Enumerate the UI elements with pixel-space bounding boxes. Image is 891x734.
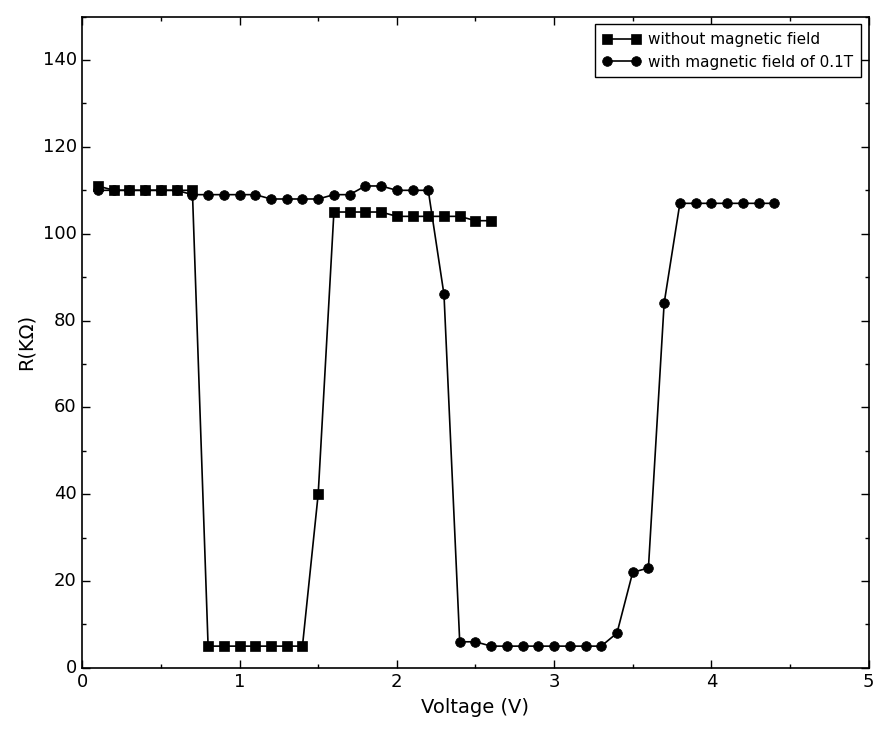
with magnetic field of 0.1T [297, 195, 307, 203]
with magnetic field of 0.1T [266, 195, 276, 203]
without magnetic field [93, 181, 103, 190]
with magnetic field of 0.1T [596, 642, 607, 650]
with magnetic field of 0.1T [250, 190, 261, 199]
without magnetic field [266, 642, 276, 650]
without magnetic field [329, 208, 339, 217]
with magnetic field of 0.1T [706, 199, 716, 208]
with magnetic field of 0.1T [753, 199, 764, 208]
with magnetic field of 0.1T [549, 642, 560, 650]
with magnetic field of 0.1T [486, 642, 496, 650]
with magnetic field of 0.1T [93, 186, 103, 195]
without magnetic field [407, 212, 418, 221]
with magnetic field of 0.1T [109, 186, 119, 195]
Legend: without magnetic field, with magnetic field of 0.1T: without magnetic field, with magnetic fi… [594, 24, 861, 77]
with magnetic field of 0.1T [470, 637, 481, 646]
X-axis label: Voltage (V): Voltage (V) [421, 698, 529, 717]
without magnetic field [438, 212, 449, 221]
with magnetic field of 0.1T [376, 181, 387, 190]
without magnetic field [486, 217, 496, 225]
with magnetic field of 0.1T [282, 195, 292, 203]
with magnetic field of 0.1T [643, 564, 654, 573]
without magnetic field [171, 186, 182, 195]
without magnetic field [187, 186, 198, 195]
without magnetic field [250, 642, 261, 650]
without magnetic field [218, 642, 229, 650]
without magnetic field [297, 642, 307, 650]
with magnetic field of 0.1T [203, 190, 214, 199]
without magnetic field [344, 208, 355, 217]
with magnetic field of 0.1T [611, 629, 622, 638]
with magnetic field of 0.1T [187, 190, 198, 199]
with magnetic field of 0.1T [533, 642, 544, 650]
with magnetic field of 0.1T [360, 181, 371, 190]
with magnetic field of 0.1T [438, 290, 449, 299]
with magnetic field of 0.1T [124, 186, 135, 195]
with magnetic field of 0.1T [722, 199, 732, 208]
with magnetic field of 0.1T [454, 637, 465, 646]
without magnetic field [203, 642, 214, 650]
with magnetic field of 0.1T [156, 186, 167, 195]
with magnetic field of 0.1T [407, 186, 418, 195]
without magnetic field [360, 208, 371, 217]
without magnetic field [313, 490, 323, 498]
with magnetic field of 0.1T [218, 190, 229, 199]
without magnetic field [423, 212, 434, 221]
with magnetic field of 0.1T [738, 199, 748, 208]
without magnetic field [124, 186, 135, 195]
with magnetic field of 0.1T [691, 199, 701, 208]
without magnetic field [454, 212, 465, 221]
Line: with magnetic field of 0.1T: with magnetic field of 0.1T [94, 181, 779, 651]
without magnetic field [140, 186, 151, 195]
with magnetic field of 0.1T [674, 199, 685, 208]
Line: without magnetic field: without magnetic field [94, 181, 496, 651]
with magnetic field of 0.1T [502, 642, 512, 650]
with magnetic field of 0.1T [329, 190, 339, 199]
with magnetic field of 0.1T [518, 642, 528, 650]
with magnetic field of 0.1T [658, 299, 669, 308]
with magnetic field of 0.1T [391, 186, 402, 195]
with magnetic field of 0.1T [627, 568, 638, 577]
with magnetic field of 0.1T [344, 190, 355, 199]
with magnetic field of 0.1T [140, 186, 151, 195]
without magnetic field [156, 186, 167, 195]
with magnetic field of 0.1T [580, 642, 591, 650]
without magnetic field [470, 217, 481, 225]
without magnetic field [234, 642, 245, 650]
without magnetic field [376, 208, 387, 217]
Y-axis label: R(KΩ): R(KΩ) [17, 314, 36, 371]
with magnetic field of 0.1T [313, 195, 323, 203]
with magnetic field of 0.1T [769, 199, 780, 208]
with magnetic field of 0.1T [171, 186, 182, 195]
without magnetic field [282, 642, 292, 650]
with magnetic field of 0.1T [564, 642, 575, 650]
without magnetic field [391, 212, 402, 221]
with magnetic field of 0.1T [423, 186, 434, 195]
without magnetic field [109, 186, 119, 195]
with magnetic field of 0.1T [234, 190, 245, 199]
